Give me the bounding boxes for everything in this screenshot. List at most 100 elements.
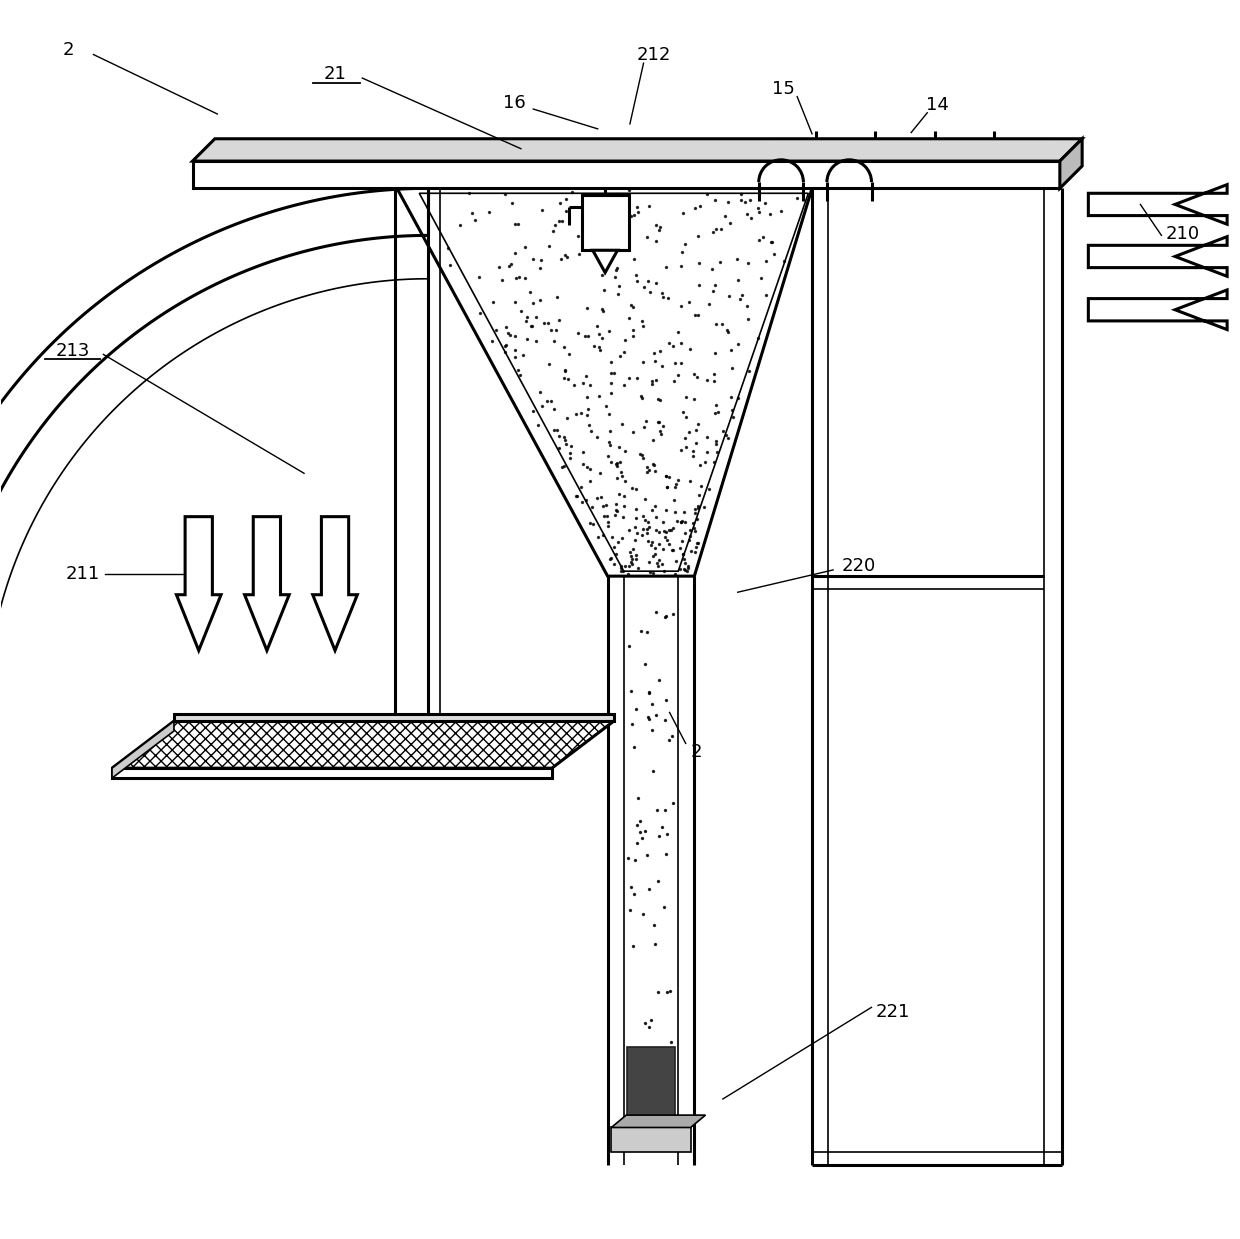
Point [720,339,740,359]
Point [662,726,682,746]
Point [718,429,738,449]
Point [438,239,458,259]
Point [661,981,681,1001]
Point [677,387,697,406]
Point [656,845,676,865]
Point [578,233,598,253]
Point [635,276,655,296]
Point [715,425,735,445]
Point [579,399,599,419]
Point [735,192,755,212]
Point [678,559,698,579]
Point [680,422,699,442]
Point [556,201,575,221]
Point [621,478,641,498]
Point [584,336,604,356]
Point [632,828,652,847]
Polygon shape [112,768,552,778]
Point [642,720,662,740]
Point [554,427,574,447]
Point [634,418,653,437]
Point [738,204,758,224]
Point [718,322,738,342]
Point [496,183,516,203]
Point [647,411,667,431]
Point [626,265,646,285]
Point [653,897,673,917]
Point [622,539,642,559]
Point [510,266,529,286]
Point [523,401,543,421]
Point [632,519,652,539]
Point [615,486,635,506]
Point [686,434,706,453]
Point [652,818,672,838]
Point [580,375,600,395]
Point [657,477,677,497]
Point [596,506,616,525]
Point [646,705,666,725]
Point [590,463,610,483]
Point [651,424,671,444]
Point [629,788,649,808]
Point [639,683,658,703]
Point [720,213,740,233]
Polygon shape [244,517,289,650]
Point [702,259,722,279]
Point [642,695,662,715]
Point [681,527,701,546]
Point [704,343,724,363]
Point [624,204,644,224]
Point [547,420,567,440]
Point [691,476,711,496]
Point [565,486,585,506]
Point [621,553,641,572]
Point [639,707,658,727]
Polygon shape [174,714,614,721]
Point [639,681,658,701]
Point [637,523,657,543]
Point [658,520,678,540]
Point [517,328,537,348]
Point [543,221,563,240]
Polygon shape [611,1127,691,1152]
Point [609,437,629,457]
Point [655,710,675,730]
Point [479,202,498,222]
Point [675,553,694,572]
Point [608,453,627,473]
Point [718,192,738,212]
Point [653,520,673,540]
Point [573,453,593,473]
Point [614,560,634,580]
Point [573,442,593,462]
Point [663,605,683,624]
Point [625,737,645,757]
Point [673,544,693,564]
Point [621,714,641,733]
Point [611,528,631,548]
Point [600,435,620,455]
Point [645,934,665,954]
Point [671,353,691,373]
Point [660,730,680,750]
Point [624,937,644,957]
Point [684,541,704,561]
Point [469,268,489,287]
Point [552,249,572,269]
Point [502,193,522,213]
Point [650,670,670,690]
Point [546,216,565,235]
Point [684,364,704,384]
Point [627,271,647,291]
Point [631,385,651,405]
Point [599,432,619,452]
Point [774,252,794,271]
Point [645,544,665,564]
Point [611,559,631,579]
Point [528,415,548,435]
Point [657,529,677,549]
Point [673,559,693,579]
Point [590,487,610,507]
Point [688,254,708,274]
